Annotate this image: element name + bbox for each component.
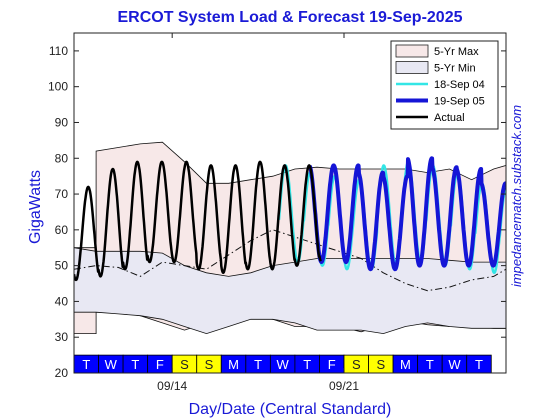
- y-tick-label: 30: [55, 330, 69, 344]
- day-strip-label: W: [276, 357, 289, 372]
- day-strip-label: M: [400, 357, 411, 372]
- day-strip-label: S: [376, 357, 385, 372]
- legend-entry-label: 5-Yr Max: [434, 46, 479, 58]
- legend-swatch: [395, 44, 429, 58]
- day-strip-label: W: [105, 357, 118, 372]
- day-strip-label: T: [475, 357, 483, 372]
- legend-entry-label: 18-Sep 04: [434, 79, 485, 91]
- legend-entry-label: 5-Yr Min: [434, 63, 476, 75]
- legend: 5-Yr Max 5-Yr Min 18-Sep 04 19-Sep 05 Actual: [390, 40, 499, 130]
- day-strip-label: F: [156, 357, 164, 372]
- day-strip-label: S: [205, 357, 214, 372]
- day-strip-label: S: [352, 357, 361, 372]
- x-tick-label: 09/21: [329, 379, 359, 393]
- day-strip-label: M: [228, 357, 239, 372]
- y-tick-label: 80: [55, 151, 69, 165]
- watermark-text: impedancematch.substack.com: [509, 105, 524, 287]
- y-tick-label: 60: [55, 223, 69, 237]
- y-tick-label: 90: [55, 115, 69, 129]
- y-tick-label: 40: [55, 294, 69, 308]
- actual-load-line: [74, 160, 322, 282]
- y-tick-label: 20: [55, 366, 69, 380]
- dash-dot-line: [74, 229, 506, 292]
- day-strip-label: T: [303, 357, 311, 372]
- legend-swatch: [395, 61, 429, 74]
- day-strip-label: T: [131, 357, 139, 372]
- day-strip-label: T: [426, 357, 434, 372]
- chart-title: ERCOT System Load & Forecast 19-Sep-2025: [117, 9, 462, 26]
- day-strip-label: T: [254, 357, 262, 372]
- legend-entry-label: 19-Sep 05: [434, 96, 485, 108]
- y-tick-label: 70: [55, 187, 69, 201]
- plot-frame: [73, 32, 507, 374]
- x-tick-label: 09/14: [157, 379, 187, 393]
- legend-entry-label: Actual: [434, 112, 465, 124]
- day-strip-label: T: [82, 357, 90, 372]
- day-strip-label: S: [180, 357, 189, 372]
- day-strip-label: F: [328, 357, 336, 372]
- day-strip-label: W: [448, 357, 461, 372]
- x-axis-label: Day/Date (Central Standard): [189, 401, 392, 418]
- y-tick-label: 110: [49, 44, 68, 58]
- y-axis-label: GigaWatts: [27, 170, 44, 244]
- y-tick-label: 50: [55, 259, 69, 273]
- forecast-19-sep-line: [307, 156, 506, 272]
- y-tick-label: 100: [48, 80, 68, 94]
- plot-area: T W T F S S M T W T F S S M T W T20304050607080901001100…: [48, 32, 507, 393]
- band-5yr-min: [74, 247, 506, 335]
